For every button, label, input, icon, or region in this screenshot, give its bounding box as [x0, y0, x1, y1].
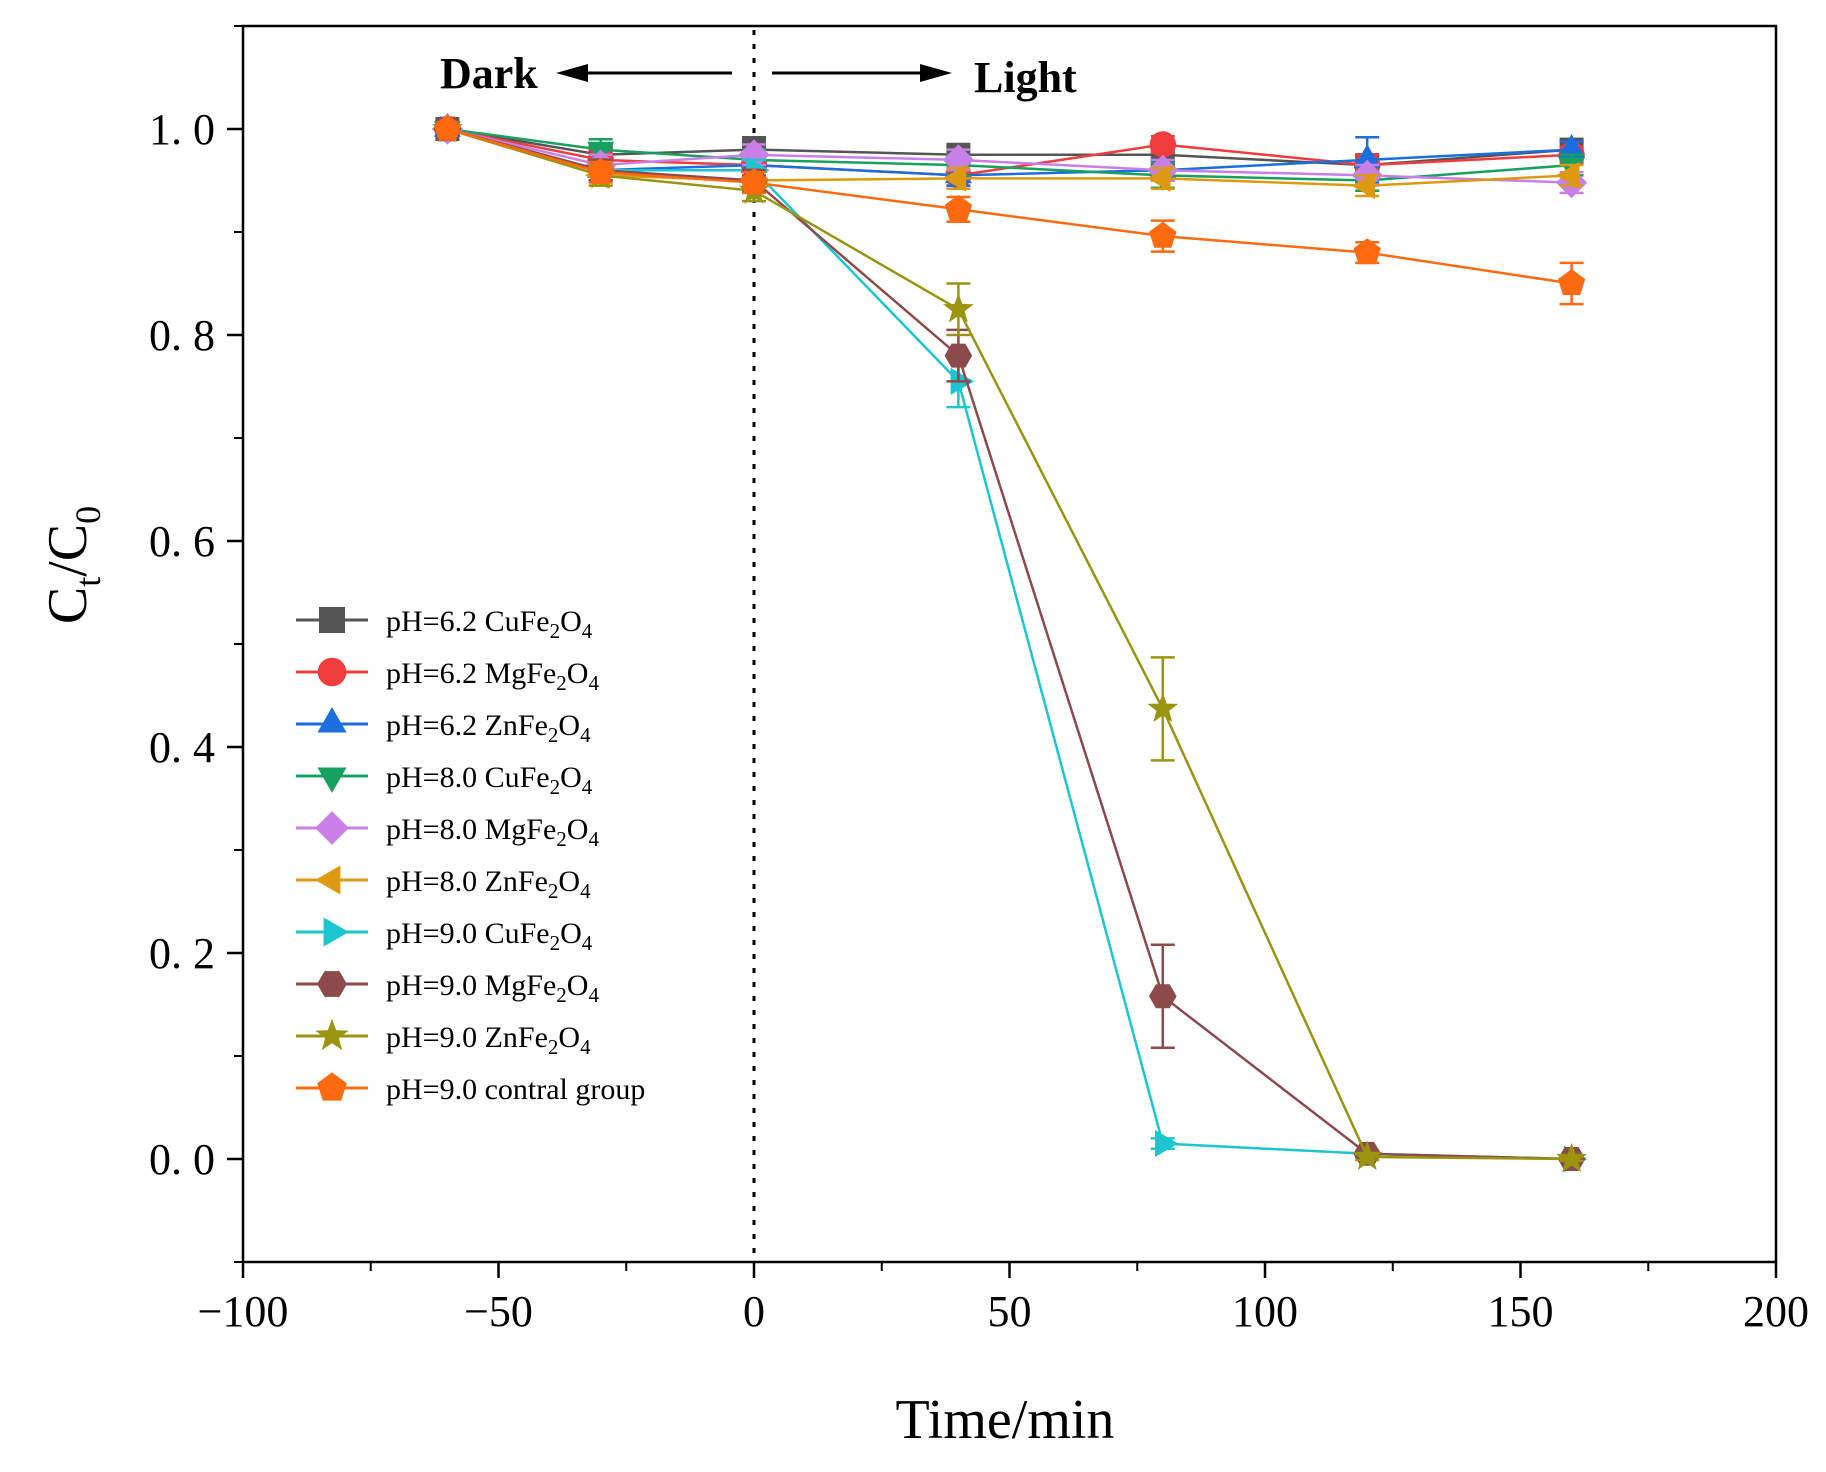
x-tick-label: 100: [1232, 1287, 1298, 1336]
data-point: [587, 157, 615, 184]
x-tick-label: −50: [464, 1287, 533, 1336]
legend-label: pH=8.0 MgFe2O4: [386, 813, 599, 851]
data-point: [1155, 1130, 1179, 1158]
legend-label: pH=6.2 CuFe2O4: [386, 605, 593, 643]
legend-marker: [317, 707, 347, 733]
series-group: [433, 114, 1586, 306]
legend-item: pH=6.2 MgFe2O4: [296, 657, 599, 695]
data-point: [1147, 692, 1179, 722]
dark-arrow-head: [556, 64, 588, 82]
data-point: [1351, 1140, 1383, 1170]
data-point: [433, 114, 462, 141]
legend-marker: [315, 811, 349, 845]
legend-marker: [317, 767, 347, 793]
legend-label: pH=9.0 MgFe2O4: [386, 969, 599, 1007]
data-point: [1556, 1142, 1587, 1173]
x-tick-label: 50: [988, 1287, 1032, 1336]
data-point: [943, 293, 974, 323]
y-tick-label: 0. 2: [149, 929, 215, 978]
legend-label: pH=8.0 CuFe2O4: [386, 761, 593, 799]
data-point: [1149, 131, 1177, 158]
x-tick-label: 200: [1743, 1287, 1809, 1336]
x-axis-title: Time/min: [896, 1389, 1115, 1451]
legend-marker: [323, 917, 349, 947]
data-point: [740, 168, 768, 195]
y-tick-label: 1. 0: [149, 105, 215, 154]
data-point: [1557, 269, 1586, 296]
data-point: [1351, 172, 1375, 200]
legend-label: pH=9.0 CuFe2O4: [386, 917, 593, 955]
legend-item: pH=9.0 MgFe2O4: [296, 969, 599, 1007]
legend-marker: [315, 865, 341, 895]
legend-item: pH=8.0 CuFe2O4: [296, 761, 593, 799]
y-axis-title: Ct/C0: [37, 506, 108, 624]
legend-item: pH=9.0 contral group: [296, 1072, 645, 1106]
data-point: [1147, 164, 1171, 192]
legend-item: pH=8.0 ZnFe2O4: [296, 865, 591, 903]
legend-item: pH=6.2 ZnFe2O4: [296, 707, 591, 747]
legend-marker: [317, 1072, 347, 1101]
light-phase-label: Light: [974, 53, 1077, 102]
legend-label: pH=6.2 MgFe2O4: [386, 657, 599, 695]
legend-marker: [315, 1018, 349, 1051]
legend-marker: [317, 657, 347, 687]
x-tick-label: 0: [743, 1287, 765, 1336]
svg-text:Ct/C0: Ct/C0: [37, 506, 108, 624]
legend-item: pH=9.0 CuFe2O4: [296, 917, 593, 955]
legend-label: pH=9.0 contral group: [386, 1073, 645, 1106]
data-point: [944, 343, 973, 368]
data-point: [1556, 161, 1580, 189]
legend-marker: [317, 971, 347, 997]
y-tick-label: 0. 6: [149, 517, 215, 566]
x-tick-label: −100: [198, 1287, 289, 1336]
data-point: [1353, 144, 1381, 168]
data-point: [944, 194, 973, 221]
light-arrow-head: [920, 64, 952, 82]
legend-label: pH=6.2 ZnFe2O4: [386, 709, 591, 747]
legend-marker: [319, 607, 345, 633]
legend-item: pH=8.0 MgFe2O4: [296, 811, 599, 851]
data-point: [1149, 221, 1177, 248]
data-point: [1558, 134, 1586, 158]
legend-label: pH=8.0 ZnFe2O4: [386, 865, 591, 903]
legend-item: pH=9.0 ZnFe2O4: [296, 1018, 591, 1059]
data-point: [1149, 984, 1177, 1009]
data-point: [942, 164, 967, 192]
x-tick-label: 150: [1488, 1287, 1554, 1336]
data-point: [1353, 238, 1381, 265]
dark-phase-label: Dark: [440, 49, 538, 98]
y-tick-label: 0. 4: [149, 723, 215, 772]
legend-item: pH=6.2 CuFe2O4: [296, 605, 593, 643]
y-tick-label: 0. 0: [149, 1135, 215, 1184]
y-tick-label: 0. 8: [149, 311, 215, 360]
legend-label: pH=9.0 ZnFe2O4: [386, 1021, 591, 1059]
